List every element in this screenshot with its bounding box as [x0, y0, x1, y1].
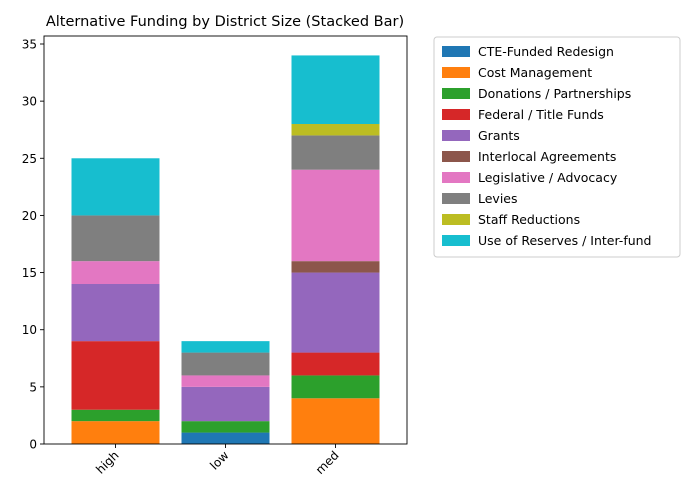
legend-label-10: Use of Reserves / Inter-fund	[478, 233, 652, 248]
legend-swatch-5	[442, 130, 470, 141]
bar-segment-high-5	[71, 284, 160, 342]
bar-segment-high-3	[71, 409, 160, 422]
legend-swatch-7	[442, 172, 470, 183]
bar-segment-med-4	[291, 352, 380, 376]
bar-segment-high-8	[71, 215, 160, 262]
legend-label-5: Grants	[478, 128, 520, 143]
legend: CTE-Funded Redesign Cost Management Donati…	[433, 36, 681, 258]
bar-segment-med-7	[291, 169, 380, 262]
bar-segment-med-2	[291, 398, 380, 444]
y-tick-label: 15	[22, 266, 37, 280]
bar-segment-high-7	[71, 261, 160, 284]
x-tick-label-high: high	[93, 448, 121, 476]
bar-segment-low-1	[181, 432, 270, 444]
legend-label-4: Federal / Title Funds	[478, 107, 604, 122]
bar-segment-med-6	[291, 261, 380, 273]
bar-segment-med-3	[291, 375, 380, 399]
legend-label-3: Donations / Partnerships	[478, 86, 631, 101]
x-tick-label-low: low	[207, 448, 232, 473]
axes-layer: 0 5 10 15 20 25 30 35 high low med	[22, 35, 408, 477]
legend-label-2: Cost Management	[478, 65, 592, 80]
legend-label-7: Legislative / Advocacy	[478, 170, 618, 185]
legend-label-9: Staff Reductions	[478, 212, 580, 227]
bar-segment-med-5	[291, 272, 380, 353]
legend-swatch-4	[442, 109, 470, 120]
legend-label-8: Levies	[478, 191, 518, 206]
legend-swatch-9	[442, 214, 470, 225]
legend-swatch-6	[442, 151, 470, 162]
y-tick-label: 0	[29, 438, 37, 452]
bar-segment-low-5	[181, 386, 270, 422]
y-tick-label: 20	[22, 209, 37, 223]
bar-segment-low-10	[181, 341, 270, 353]
bars-layer	[71, 55, 380, 444]
legend-label-6: Interlocal Agreements	[478, 149, 616, 164]
chart-title: Alternative Funding by District Size (St…	[46, 14, 404, 30]
legend-swatch-3	[442, 88, 470, 99]
bar-segment-high-2	[71, 421, 160, 444]
y-tick-label: 30	[22, 95, 37, 109]
y-tick-label: 10	[22, 323, 37, 337]
bar-segment-med-8	[291, 135, 380, 170]
bar-segment-med-10	[291, 55, 380, 124]
y-tick-label: 5	[29, 380, 37, 394]
y-tick-label: 25	[22, 152, 37, 166]
bar-segment-low-3	[181, 421, 270, 433]
legend-frame	[433, 36, 681, 258]
legend-swatch-8	[442, 193, 470, 204]
y-tick-label: 35	[22, 38, 37, 52]
bar-segment-low-7	[181, 375, 270, 387]
bar-segment-med-9	[291, 124, 380, 136]
legend-swatch-2	[442, 67, 470, 78]
bar-segment-high-4	[71, 341, 160, 410]
x-tick-label-med: med	[313, 448, 342, 477]
legend-swatch-1	[442, 46, 470, 57]
legend-swatch-10	[442, 235, 470, 246]
bar-segment-high-10	[71, 158, 160, 216]
legend-label-1: CTE-Funded Redesign	[478, 44, 614, 59]
bar-segment-low-8	[181, 352, 270, 376]
